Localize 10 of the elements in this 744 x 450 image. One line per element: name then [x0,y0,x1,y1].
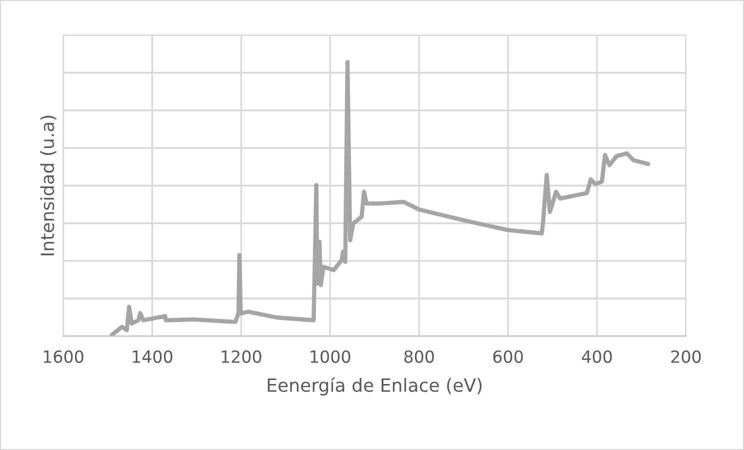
x-tick-label: 600 [493,350,523,363]
x-tick-label: 400 [582,350,612,363]
x-axis-title: Eenergía de Enlace (eV) [268,377,482,396]
x-tick-label: 1000 [310,350,350,363]
x-tick-label: 200 [671,350,701,363]
x-tick-label: 1400 [132,350,172,363]
x-tick-label: 1600 [44,350,84,363]
x-tick-label: 1200 [222,350,262,363]
x-tick-label: 800 [404,350,434,363]
y-axis-title: Intensidad (u.a) [40,116,56,256]
